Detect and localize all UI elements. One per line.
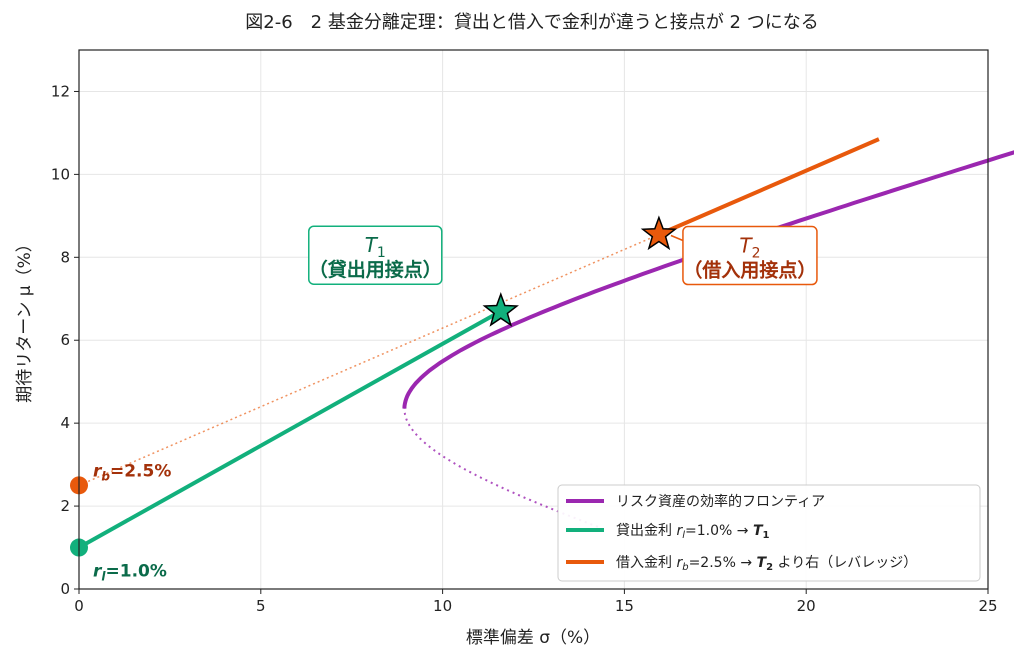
t1-box-desc: （貸出用接点）	[309, 258, 442, 281]
x-tick-label: 20	[797, 597, 816, 615]
axes-frame	[78, 49, 989, 590]
t2-annotation-box: T2 （借入用接点）	[682, 225, 818, 286]
t1-star-marker	[482, 292, 519, 327]
legend-label-lending: 貸出金利 rl=1.0% → T1	[616, 523, 770, 541]
y-tick-label: 12	[51, 82, 70, 100]
rb-label: rb=2.5%	[93, 461, 171, 483]
x-tick-label: 10	[433, 597, 452, 615]
t1-annotation-box: T1 （貸出用接点）	[308, 225, 443, 285]
t2-star-marker	[640, 215, 678, 251]
t2-arrow	[670, 234, 684, 242]
borrowing-line	[658, 137, 880, 237]
legend: リスク資産の効率的フロンティア 貸出金利 rl=1.0% → T1 借入金利 r…	[557, 484, 981, 582]
x-tick-label: 15	[615, 597, 634, 615]
borrowing-dotted-line	[78, 233, 660, 487]
y-tick-label: 2	[60, 497, 70, 515]
y-axis-title: 期待リターン μ（%）	[15, 235, 35, 403]
x-tick-label: 5	[256, 597, 266, 615]
frontier-inefficient-line	[403, 408, 599, 528]
y-tick-label: 6	[60, 331, 70, 349]
legend-label-frontier: リスク資産の効率的フロンティア	[616, 493, 825, 510]
legend-frame	[557, 484, 981, 582]
y-tick-label: 8	[60, 248, 70, 266]
y-tick-label: 0	[60, 580, 70, 598]
chart-title: 図2-6 2 基金分離定理：貸出と借入で金利が違うと接点が 2 つになる	[245, 12, 818, 33]
t2-box-title: T2	[739, 234, 760, 262]
x-axis-title: 標準偏差 σ（%）	[466, 628, 600, 648]
x-tick-label: 0	[74, 597, 84, 615]
y-tick-label: 4	[60, 414, 70, 432]
t1-box-title: T1	[365, 233, 386, 261]
x-tick-label: 25	[978, 597, 997, 615]
y-tick-label: 10	[51, 165, 70, 183]
legend-label-borrowing: 借入金利 rb=2.5% → T2 より右（レバレッジ）	[616, 555, 917, 573]
t2-box-frame	[682, 225, 818, 286]
rl-label: rl=1.0%	[93, 562, 167, 584]
plot-area: rb=2.5% rl=1.0% T1 （貸出用接点） T2 （借入用接点）	[70, 137, 1014, 584]
lending-line	[78, 309, 502, 550]
axes: 0 5 10 15 20 25 0 2 4 6 8 10 12	[51, 49, 998, 615]
t1-box-frame	[308, 225, 443, 285]
t2-box-desc: （借入用接点）	[683, 259, 816, 282]
